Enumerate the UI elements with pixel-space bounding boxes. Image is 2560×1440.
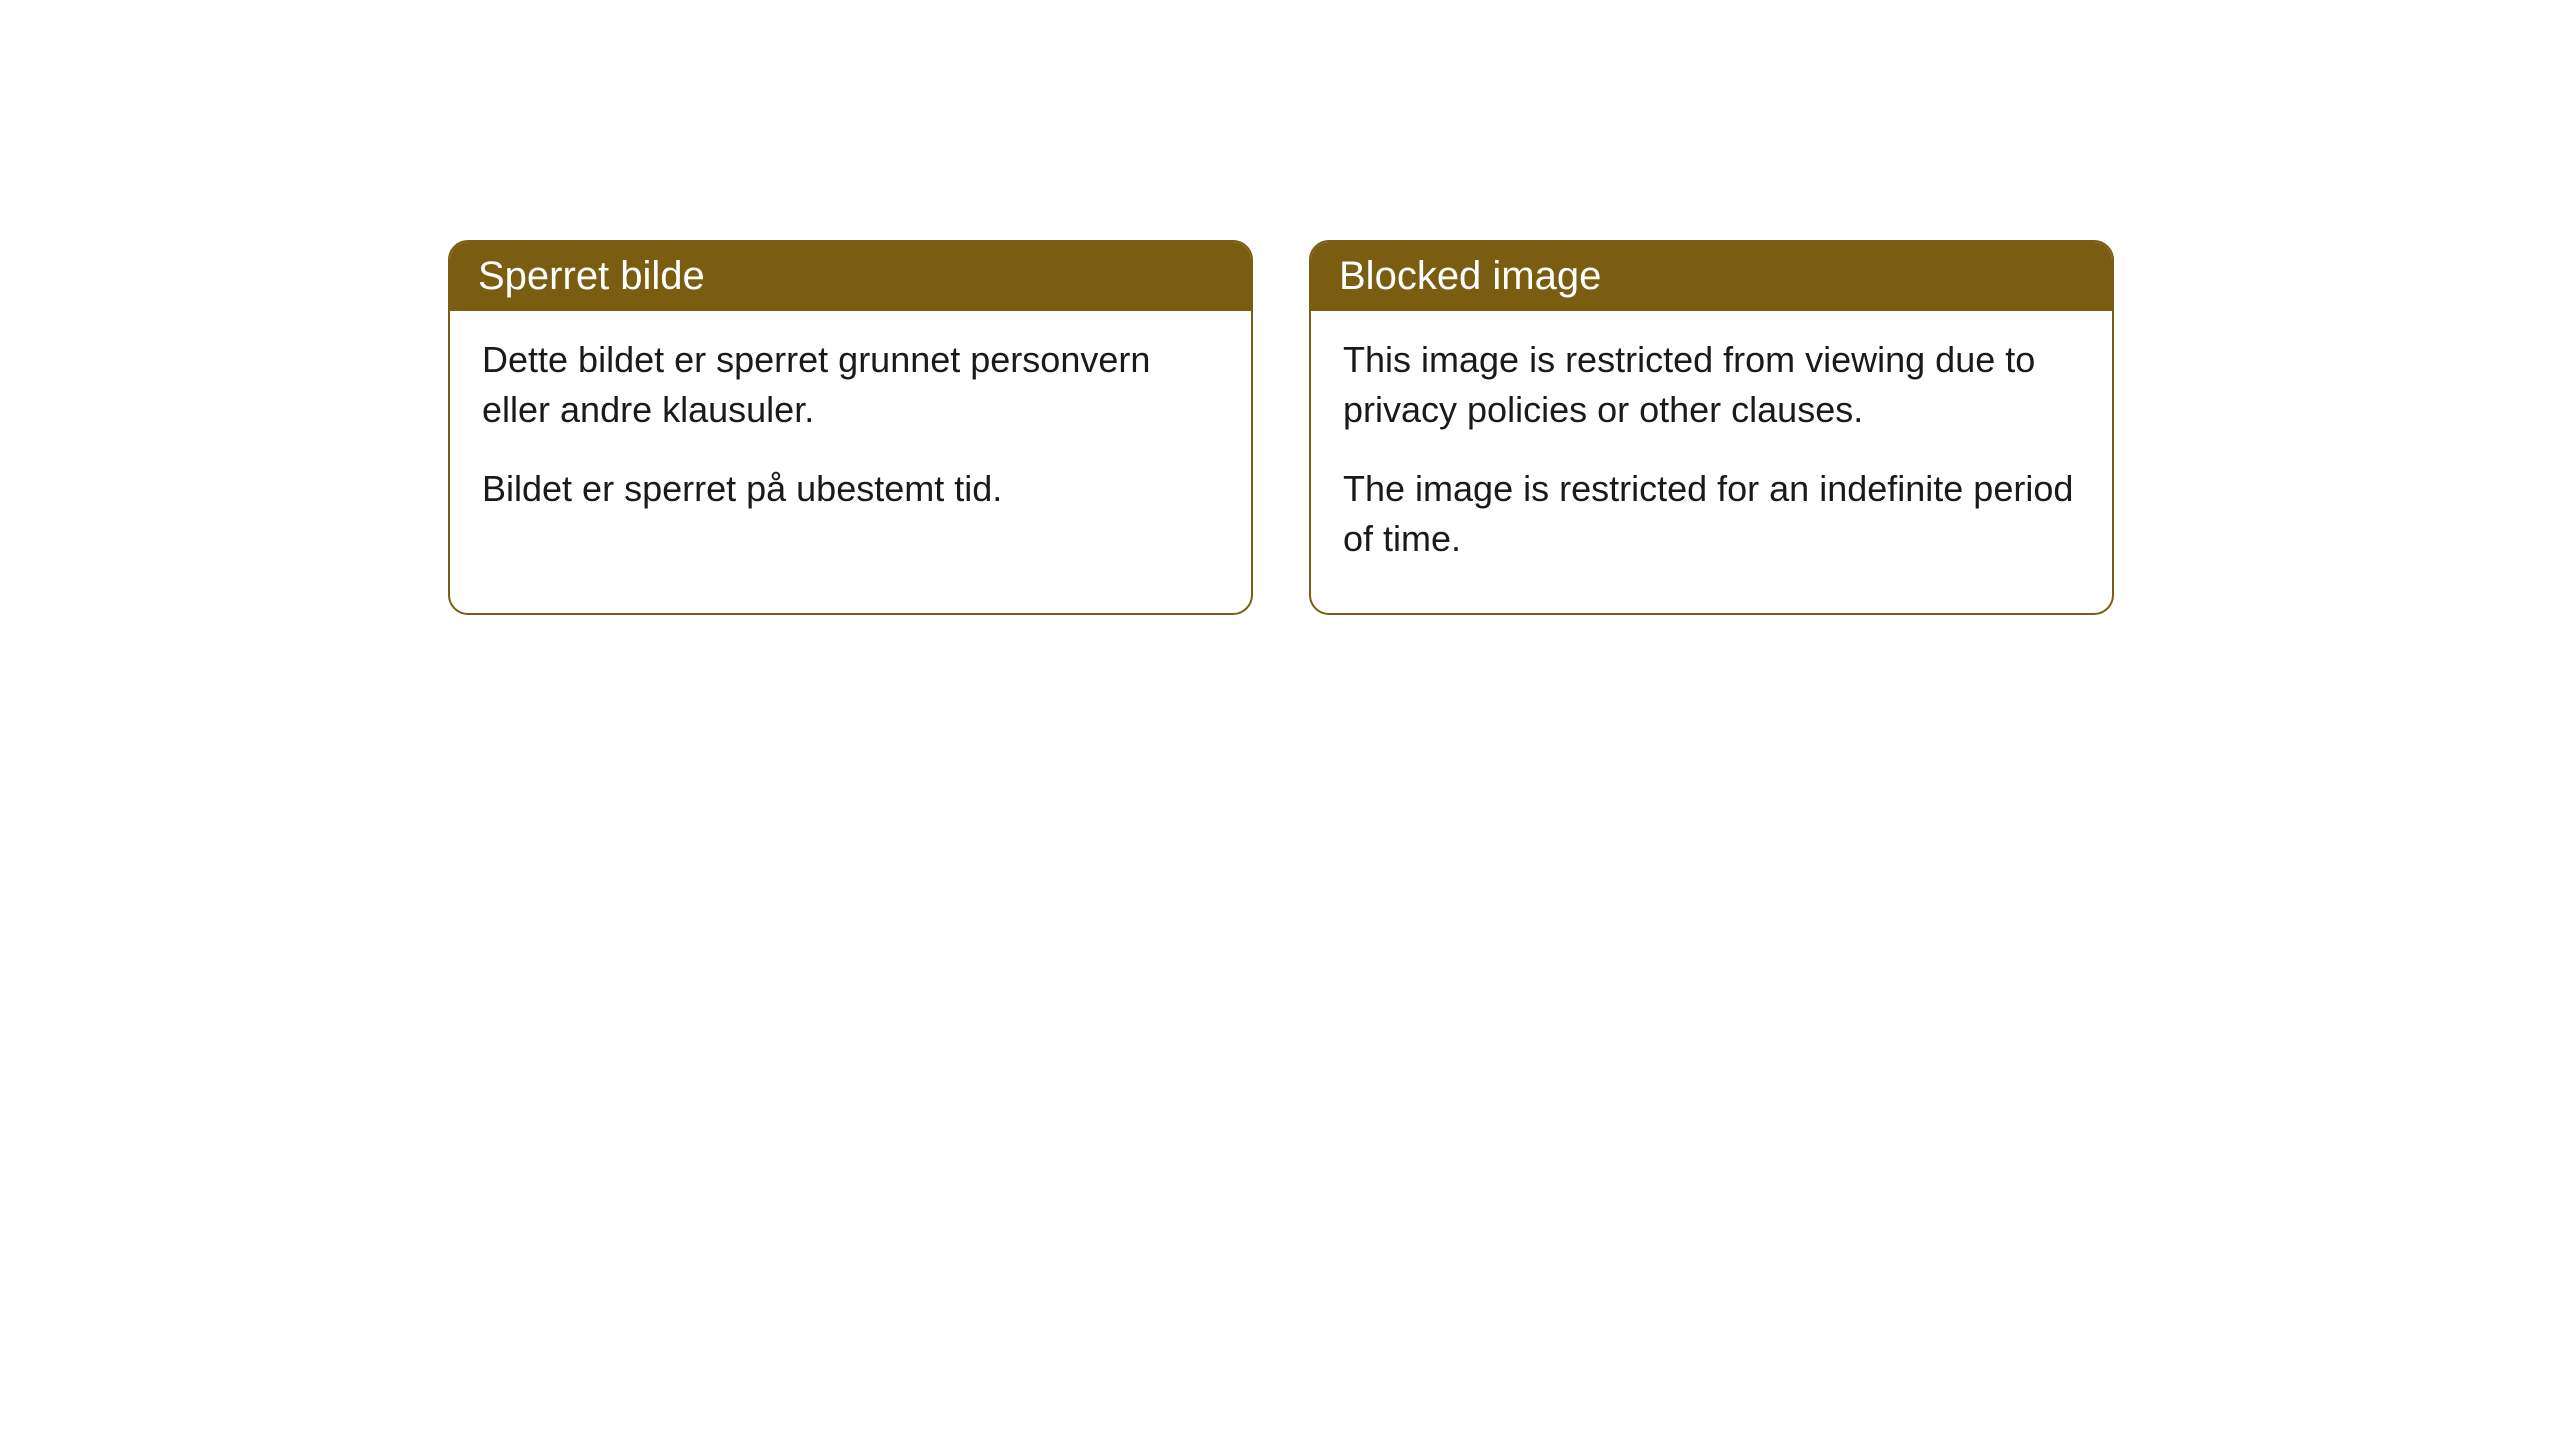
card-title: Sperret bilde bbox=[478, 254, 705, 298]
notice-cards-container: Sperret bilde Dette bildet er sperret gr… bbox=[0, 0, 2560, 615]
card-paragraph: Dette bildet er sperret grunnet personve… bbox=[482, 335, 1219, 436]
blocked-image-card-english: Blocked image This image is restricted f… bbox=[1309, 240, 2114, 615]
card-header: Blocked image bbox=[1311, 242, 2112, 311]
card-paragraph: This image is restricted from viewing du… bbox=[1343, 335, 2080, 436]
card-paragraph: Bildet er sperret på ubestemt tid. bbox=[482, 464, 1219, 514]
card-paragraph: The image is restricted for an indefinit… bbox=[1343, 464, 2080, 565]
card-body: Dette bildet er sperret grunnet personve… bbox=[450, 311, 1251, 562]
card-header: Sperret bilde bbox=[450, 242, 1251, 311]
card-title: Blocked image bbox=[1339, 254, 1601, 298]
blocked-image-card-norwegian: Sperret bilde Dette bildet er sperret gr… bbox=[448, 240, 1253, 615]
card-body: This image is restricted from viewing du… bbox=[1311, 311, 2112, 613]
